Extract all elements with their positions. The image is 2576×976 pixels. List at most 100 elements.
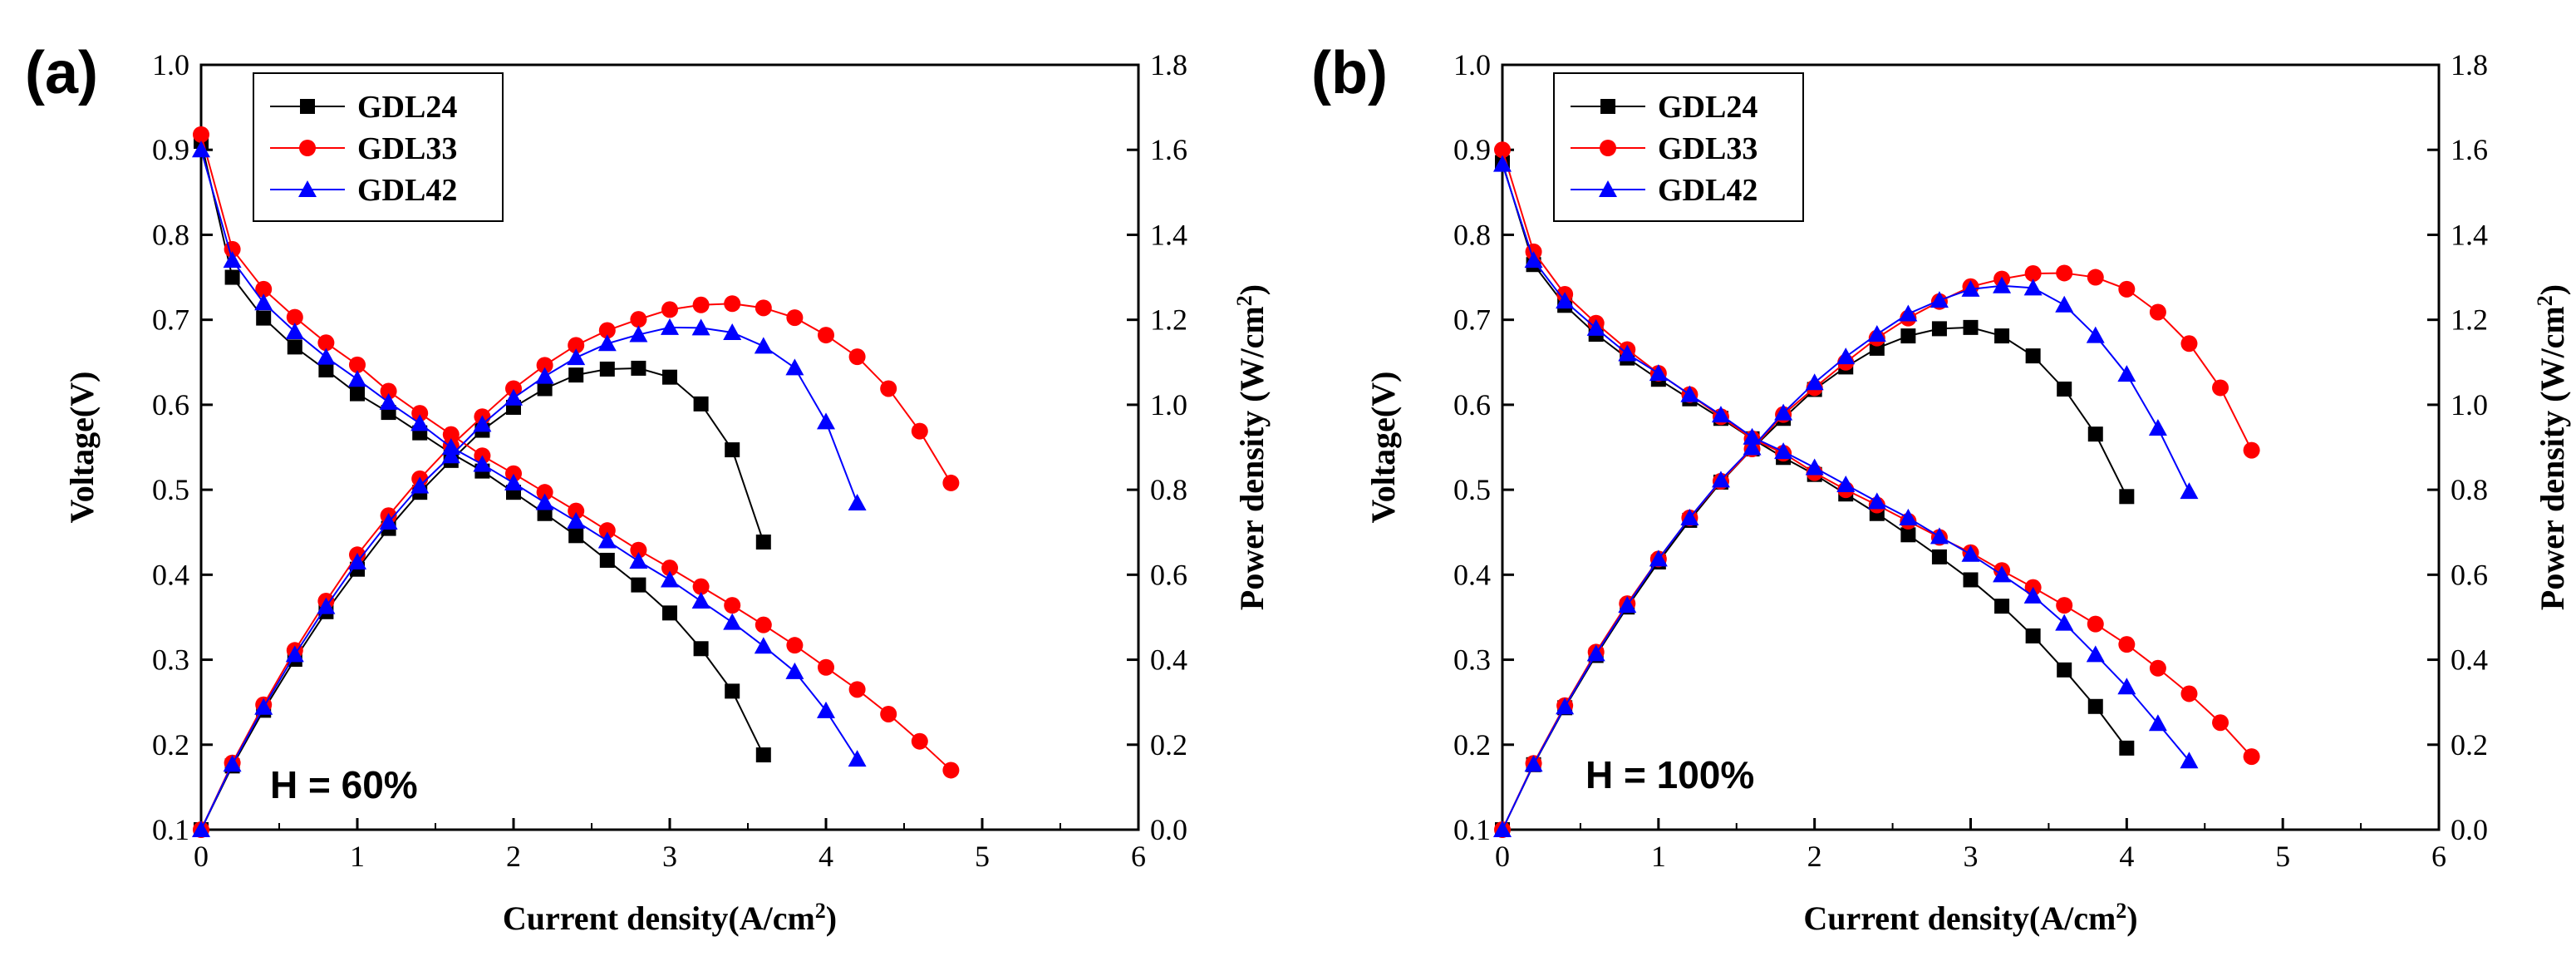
- y-right-tick-label: 0.2: [2451, 728, 2488, 762]
- x-tick-label: 5: [2275, 840, 2290, 873]
- gdl33-voltage-point: [505, 465, 522, 482]
- y-left-tick-label: 0.5: [152, 473, 189, 506]
- y-right-axis-title-sup: 2: [2533, 295, 2557, 306]
- x-axis-title-sup: 2: [2116, 899, 2126, 923]
- gdl42-voltage-point: [848, 750, 867, 767]
- gdl33-power-point: [630, 311, 647, 328]
- series-gdl33: [1494, 141, 2260, 838]
- y-right-tick-label: 0.6: [1150, 558, 1187, 591]
- x-tick-label: 6: [1131, 840, 1146, 873]
- gdl33-power-point: [692, 296, 710, 313]
- gdl33-voltage-point: [1494, 141, 1511, 159]
- gdl42-voltage-point: [629, 551, 648, 569]
- gdl42-power-point: [817, 412, 835, 430]
- gdl42-voltage-point: [1743, 427, 1762, 445]
- gdl42-power-point: [661, 318, 679, 335]
- x-axis-title-text: Current density(A/cm: [1803, 900, 2116, 937]
- gdl33-power-point: [786, 309, 804, 327]
- gdl33-voltage-point: [2243, 748, 2260, 766]
- legend-marker-gdl33: [1600, 140, 1616, 156]
- gdl42-power-point: [723, 323, 742, 340]
- y-left-tick-label: 0.4: [1453, 558, 1491, 591]
- chart-panel-a: 0 1 2 3 4 5 6 0.1 0.2 0.3 0.4 0.5 0.6 0.7 0.8 0.9 1.0 0.0…: [25, 40, 1271, 937]
- gdl42-power-point: [2148, 419, 2167, 436]
- gdl42-power-point: [1805, 373, 1824, 391]
- gdl33-power-point: [911, 422, 928, 440]
- gdl42-power-point: [1556, 697, 1575, 715]
- y-right-tick-label: 0.2: [1150, 728, 1187, 762]
- y-left-tick-label: 0.5: [1453, 473, 1491, 506]
- gdl33-voltage-point: [2212, 714, 2229, 732]
- y-right-tick-label: 0.6: [2451, 558, 2488, 591]
- gdl33-voltage-line: [1502, 149, 2253, 757]
- gdl33-voltage-point: [2056, 597, 2073, 614]
- series-gdl24: [1495, 155, 2135, 837]
- legend-label-gdl24: GDL24: [1658, 90, 1757, 125]
- gdl24-power-point: [1900, 328, 1916, 344]
- gdl42-voltage-point: [2086, 645, 2105, 663]
- y-right-tick-label: 1.4: [2451, 218, 2488, 251]
- y-right-axis-title: Power density (W/cm2): [1232, 284, 1271, 610]
- y-left-axis-title: Voltage(V): [1364, 372, 1402, 524]
- gdl42-power-point: [223, 755, 242, 772]
- y-left-tick-label: 0.6: [1453, 388, 1491, 421]
- x-tick-label: 5: [975, 840, 990, 873]
- gdl42-power-point: [2180, 482, 2199, 500]
- gdl33-power-point: [2087, 269, 2104, 286]
- y-left-tick-label: 0.3: [1453, 643, 1491, 677]
- gdl33-voltage-point: [880, 705, 897, 722]
- gdl33-power-point: [724, 295, 741, 313]
- gdl24-power-point: [1994, 328, 2010, 344]
- gdl42-voltage-point: [2023, 586, 2043, 604]
- gdl42-power-point: [2117, 365, 2136, 382]
- gdl42-power-line: [200, 326, 858, 831]
- gdl42-power-point: [1836, 348, 1856, 365]
- y-left-tick-label: 0.1: [1453, 813, 1491, 846]
- gdl42-power-point: [1649, 550, 1668, 567]
- gdl42-voltage-point: [2148, 714, 2167, 732]
- y-left-tick-label: 0.9: [1453, 133, 1491, 166]
- gdl33-power-point: [505, 380, 522, 397]
- gdl42-voltage-point: [1805, 458, 1824, 476]
- gdl42-voltage-point: [1524, 251, 1543, 269]
- gdl42-voltage-point: [1493, 155, 1512, 172]
- gdl42-voltage-point: [1618, 344, 1637, 362]
- gdl24-voltage-point: [2025, 628, 2041, 643]
- gdl42-power-point: [2086, 326, 2105, 343]
- gdl42-voltage-point: [473, 455, 492, 472]
- x-tick-label: 4: [819, 840, 833, 873]
- gdl24-power-point: [568, 367, 584, 383]
- gdl24-voltage-point: [287, 339, 302, 355]
- gdl33-voltage-point: [630, 541, 647, 559]
- gdl42-voltage-line: [1502, 164, 2190, 762]
- gdl33-voltage-point: [536, 484, 553, 501]
- gdl42-voltage-point: [661, 570, 679, 588]
- y-left-tick-label: 0.2: [1453, 728, 1491, 762]
- gdl33-voltage-point: [818, 658, 834, 676]
- y-right-tick-label: 0.8: [1150, 473, 1187, 506]
- legend-label-gdl42: GDL42: [357, 173, 457, 208]
- gdl42-power-point: [1899, 304, 1918, 322]
- gdl42-power-point: [691, 318, 710, 336]
- x-tick-label: 1: [1651, 840, 1666, 873]
- y-right-axis-title-unit: (W/cm: [2534, 306, 2571, 402]
- gdl33-voltage-point: [193, 126, 209, 143]
- y-right-tick-label: 0.4: [1150, 643, 1187, 677]
- y-right-tick-label: 1.8: [2451, 48, 2488, 81]
- gdl42-power-point: [785, 358, 804, 376]
- y-left-tick-label: 0.8: [1453, 218, 1491, 251]
- gdl42-power-point: [1743, 438, 1762, 456]
- gdl42-power-point: [317, 597, 336, 614]
- legend: GDL24 GDL33 GDL42: [253, 72, 504, 222]
- gdl33-voltage-point: [942, 762, 960, 779]
- y-left-axis-title: Voltage(V): [63, 372, 101, 524]
- gdl42-voltage-point: [317, 348, 336, 365]
- gdl42-power-point: [1774, 403, 1793, 421]
- gdl42-power-point: [1618, 596, 1637, 614]
- series-gdl42: [1493, 155, 2199, 837]
- x-axis-title: Current density(A/cm2): [1803, 899, 2137, 938]
- gdl42-power-point: [1524, 755, 1543, 772]
- y-right-tick-label: 1.2: [1150, 303, 1187, 337]
- gdl42-voltage-point: [1680, 385, 1699, 402]
